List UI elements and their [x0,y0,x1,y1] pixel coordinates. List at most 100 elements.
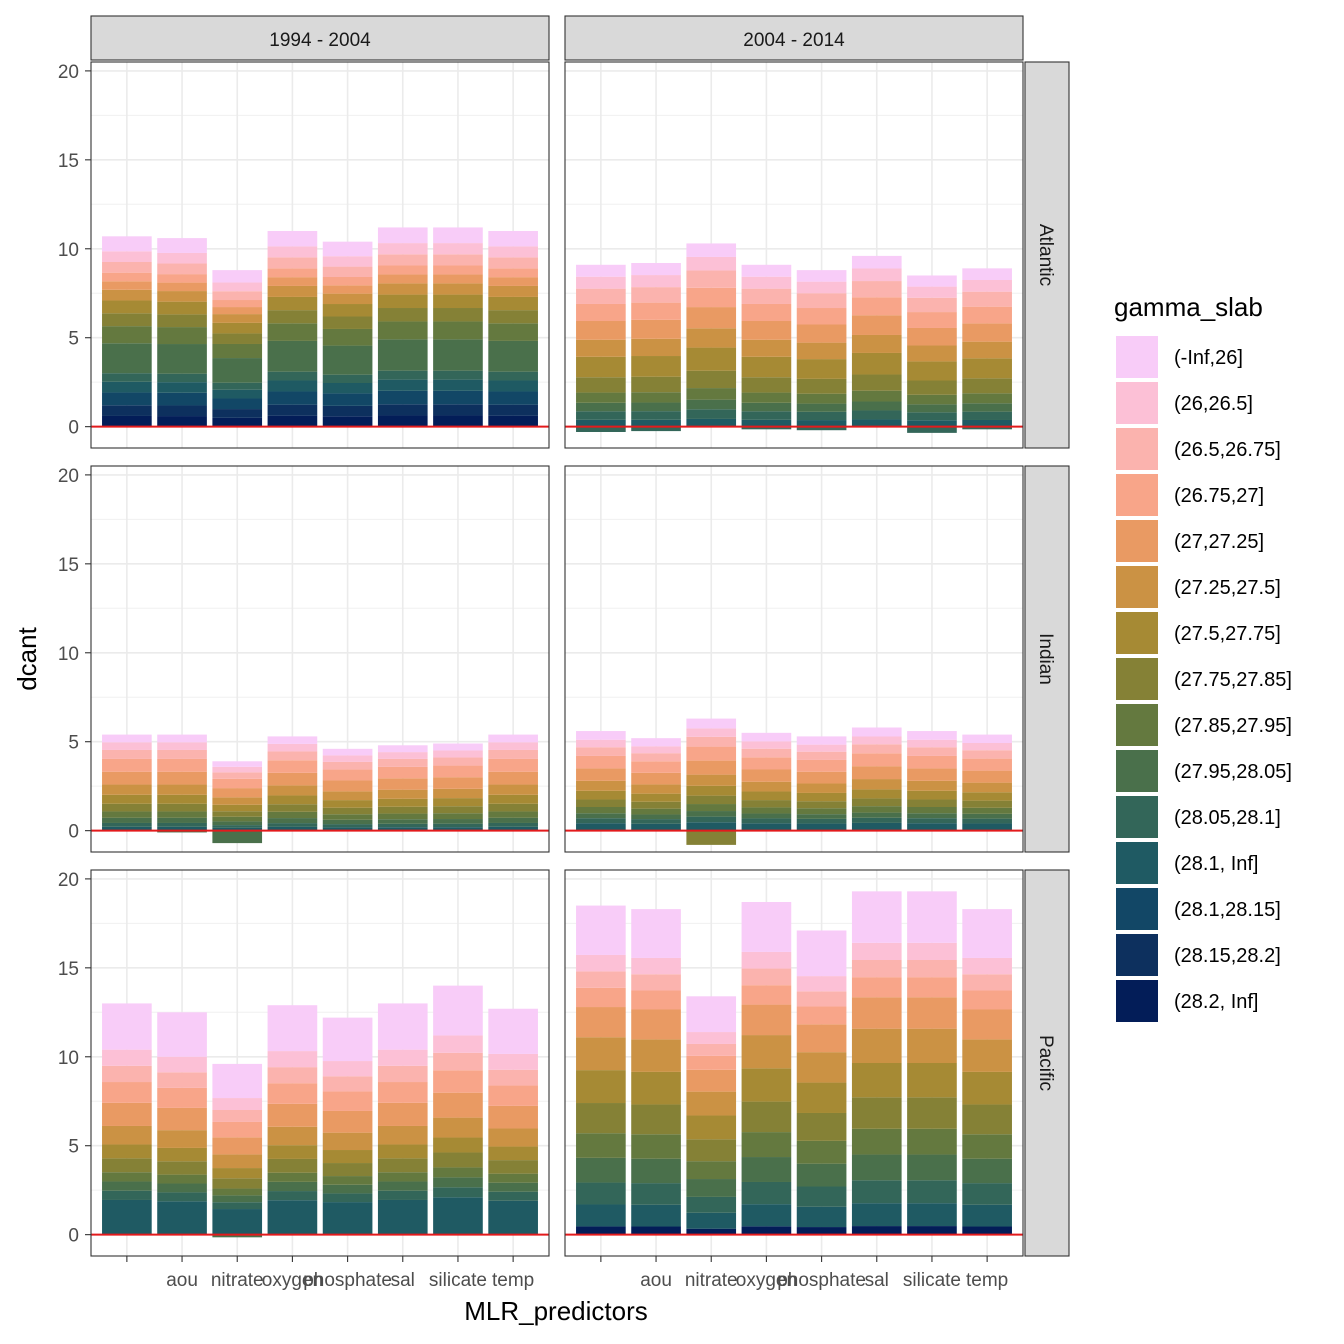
bar-segment [322,1163,373,1177]
bar-segment [907,412,957,421]
bar-segment [322,800,373,808]
bar-segment [157,282,207,292]
bar-segment [433,390,483,405]
bar-segment [741,800,792,808]
bar-segment [631,738,681,747]
facet-strip-label: Pacific [1035,1035,1056,1091]
bar-segment [851,812,902,818]
bar-segment [686,1228,737,1235]
bar-segment [102,272,152,282]
bar-segment [102,251,152,262]
facet-strip-right [1024,465,1070,853]
bar-segment [267,760,318,773]
bar-segment [686,256,737,271]
bar-segment [433,806,483,814]
bar-segment [962,990,1012,1010]
bar-segment [741,757,792,770]
bar-segment [741,1004,792,1036]
bar-segment [796,270,847,282]
bar-segment [907,891,957,943]
bar-segment [576,780,626,791]
bar [377,745,428,831]
bar-segment [267,391,318,405]
bar-segment [488,817,538,823]
bar-segment-negative [212,830,263,844]
bar-segment [962,743,1012,751]
legend-label: (27.5,27.75] [1174,623,1281,645]
bar-segment [851,891,902,943]
bar-segment [212,300,263,308]
bar-segment [631,338,681,357]
bar-segment [433,1177,483,1188]
legend-key [1116,658,1158,700]
bar-segment [102,1102,152,1126]
bar-segment [212,1063,263,1099]
bar-segment [796,930,847,977]
bar-segment [212,1168,263,1179]
bar-segment [322,345,373,375]
bar-segment [212,291,263,301]
bar-segment [907,818,957,824]
bar-segment [796,293,847,309]
bar-segment [851,744,902,754]
bar-segment [488,1053,538,1070]
bar-segment [488,826,538,831]
bar-segment [322,416,373,427]
bar-segment [686,1043,737,1056]
bar-segment [102,405,152,416]
bar-segment [267,804,318,812]
bar-segment [322,814,373,820]
bar-segment [631,823,681,831]
bar-segment [741,264,792,277]
bar-segment [433,750,483,758]
x-tick-label: temp [492,1270,534,1291]
bar [488,230,538,427]
bar-segment [741,356,792,378]
bar-segment [433,321,483,340]
bar-segment [488,749,538,759]
bar-segment [102,784,152,795]
bar-segment [631,1158,681,1184]
x-tick-label: sal [391,1270,415,1291]
bar-segment [631,319,681,339]
bar-segment [796,792,847,802]
bar-segment [686,1196,737,1213]
bar-segment [157,734,207,743]
bar-segment [796,378,847,394]
legend-label: (28.1,28.15] [1174,899,1281,921]
bar-segment [102,1199,152,1235]
bar-segment [212,816,263,822]
bar-segment [433,813,483,820]
bar-segment [741,1068,792,1102]
bar-segment [212,761,263,767]
bar-segment [157,822,207,827]
bar-segment [102,803,152,812]
bar-segment [686,1161,737,1180]
bar-segment [796,808,847,815]
bar-segment [102,300,152,314]
bar-segment [796,342,847,360]
bar-segment [433,823,483,828]
bar-segment [741,818,792,824]
bar-segment [631,909,681,958]
bar-segment [488,391,538,405]
legend: gamma_slab (-Inf,26] (26,26.5] (26.5,26.75… [1114,292,1292,1022]
bar-segment [907,394,957,405]
bar [267,1005,318,1235]
bar-segment [631,801,681,809]
bar-segment [377,227,428,244]
bar-segment [907,380,957,395]
facet-strip-right [1024,61,1070,449]
legend-label: (28.2, Inf] [1174,991,1259,1013]
bar-segment [576,339,626,357]
bar-segment [796,393,847,404]
bar-segment [433,827,483,831]
bar-segment [851,410,902,420]
bar-segment [102,1049,152,1066]
bar-segment-negative [212,1234,263,1238]
bar-segment [907,780,957,791]
bar-segment [267,296,318,311]
bar-segment [488,758,538,772]
bar-segment [433,757,483,766]
y-tick-label: 20 [58,466,79,487]
